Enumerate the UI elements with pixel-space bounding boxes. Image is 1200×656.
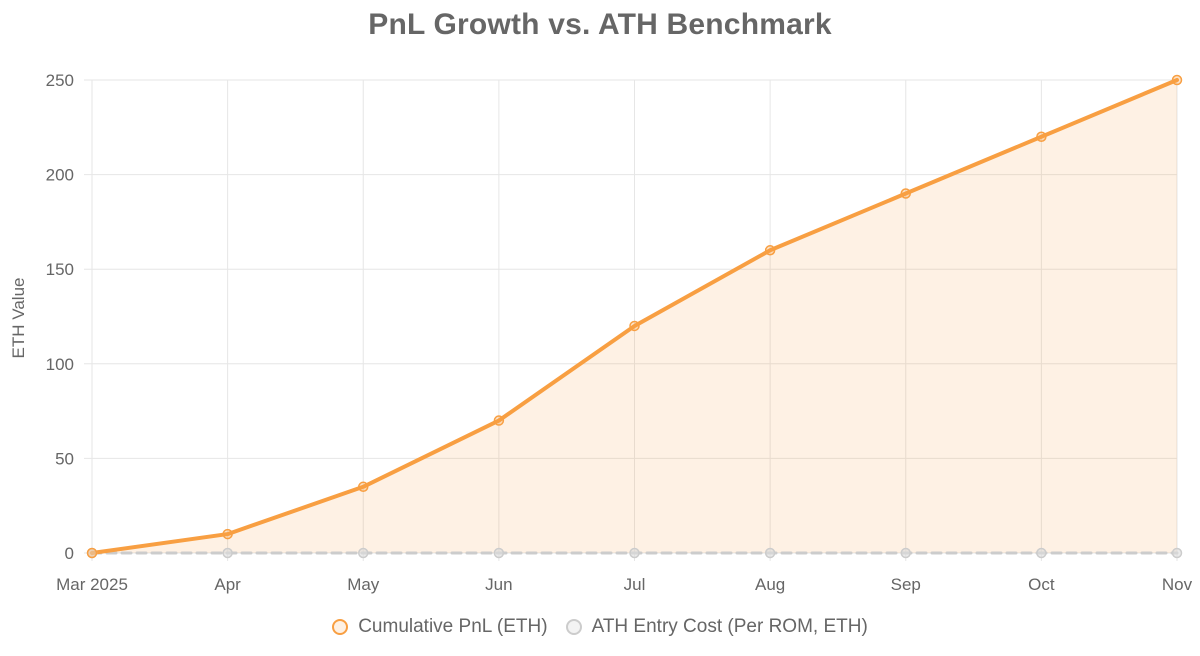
y-tick-label-150: 150 <box>46 260 74 279</box>
x-tick-label-1: Apr <box>214 575 241 594</box>
data-point-ath-entry-cost-5 <box>764 547 776 559</box>
legend-swatch-cumulative-pnl <box>332 619 349 635</box>
data-point-cumulative-pnl-8 <box>1171 74 1183 86</box>
x-tick-label-8: Nov <box>1162 575 1193 594</box>
legend-label-cumulative-pnl: Cumulative PnL (ETH) <box>358 616 548 637</box>
grid-lines <box>84 79 1178 561</box>
series-line-cumulative-pnl <box>90 78 1179 555</box>
x-tick-label-2: May <box>347 575 380 594</box>
y-tick-label-200: 200 <box>46 166 74 185</box>
x-tick-label-6: Sep <box>891 575 921 594</box>
legend-item-ath-entry-cost[interactable]: ATH Entry Cost (Per ROM, ETH) <box>565 616 868 638</box>
y-axis-title: ETH Value <box>9 278 28 359</box>
data-point-ath-entry-cost-4 <box>629 547 640 559</box>
legend-label-ath-entry-cost: ATH Entry Cost (Per ROM, ETH) <box>591 616 868 637</box>
legend-item-cumulative-pnl[interactable]: Cumulative PnL (ETH) <box>332 616 548 638</box>
y-tick-label-50: 50 <box>55 449 74 468</box>
y-tick-label-100: 100 <box>46 355 74 374</box>
data-point-ath-entry-cost-8 <box>1171 547 1183 559</box>
data-point-ath-entry-cost-6 <box>900 547 911 559</box>
x-tick-label-3: Jun <box>485 575 512 594</box>
x-axis-ticks: Mar 2025 Apr May Jun Jul Aug Sep Oct Nov <box>56 575 1193 594</box>
x-tick-label-5: Aug <box>755 575 785 594</box>
y-tick-label-250: 250 <box>46 71 74 90</box>
data-point-cumulative-pnl-2 <box>358 481 369 493</box>
data-point-cumulative-pnl-4 <box>629 320 640 332</box>
data-point-cumulative-pnl-6 <box>900 188 911 199</box>
data-point-cumulative-pnl-5 <box>764 245 776 256</box>
data-point-cumulative-pnl-3 <box>493 415 505 426</box>
chart-title: PnL Growth vs. ATH Benchmark <box>368 8 832 41</box>
data-point-ath-entry-cost-3 <box>493 547 505 559</box>
data-point-cumulative-pnl-0 <box>86 547 98 559</box>
data-point-ath-entry-cost-1 <box>222 547 233 559</box>
x-tick-label-4: Jul <box>624 575 646 594</box>
data-point-ath-entry-cost-7 <box>1036 547 1047 559</box>
data-point-cumulative-pnl-7 <box>1036 131 1047 143</box>
data-point-cumulative-pnl-1 <box>222 528 233 540</box>
legend-swatch-ath-entry-cost <box>565 619 582 635</box>
legend: Cumulative PnL (ETH) ATH Entry Cost (Per… <box>0 616 1200 638</box>
data-points <box>86 74 1183 559</box>
data-point-ath-entry-cost-2 <box>358 547 369 559</box>
x-tick-label-7: Oct <box>1028 575 1055 594</box>
y-axis-ticks: 0 50 100 150 200 250 <box>46 71 74 563</box>
x-tick-label-0: Mar 2025 <box>56 575 128 594</box>
y-tick-label-0: 0 <box>65 544 74 563</box>
